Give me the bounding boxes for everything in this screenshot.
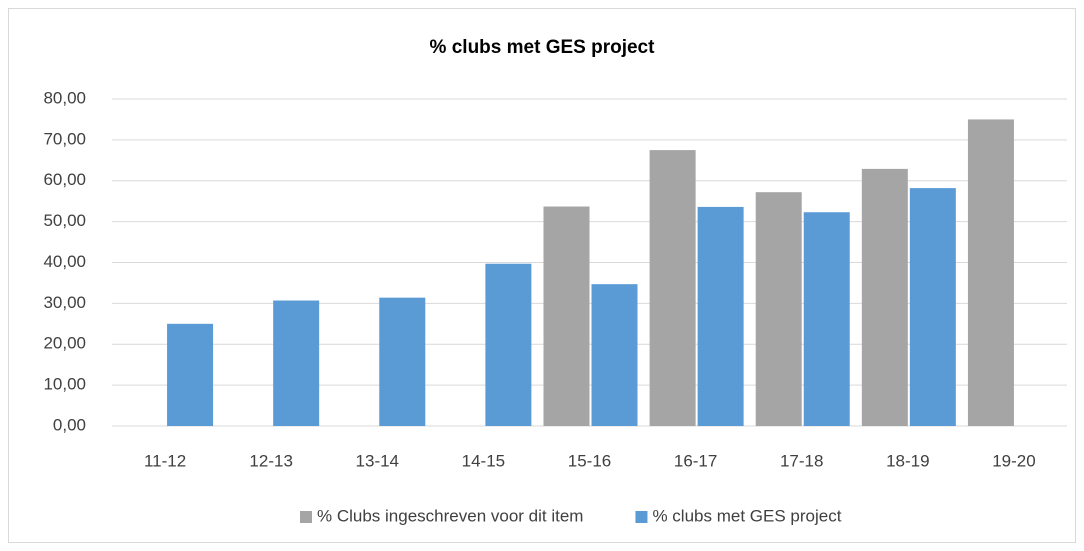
x-tick-label: 17-18 [780,451,823,470]
y-tick-label: 50,00 [43,211,86,230]
chart-title: % clubs met GES project [430,37,656,58]
bar [167,323,214,426]
x-tick-label: 16-17 [674,451,717,470]
y-tick-label: 80,00 [43,88,86,107]
legend-swatch [300,511,312,523]
x-tick-label: 11-12 [144,451,186,470]
bar [273,300,320,426]
legend-label: % clubs met GES project [652,506,841,525]
bar [485,263,532,426]
legend-label: % Clubs ingeschreven voor dit item [317,506,583,525]
bar [649,150,696,426]
x-tick-label: 15-16 [568,451,611,470]
y-tick-label: 0,00 [53,415,86,434]
x-tick-label: 12-13 [249,451,292,470]
x-tick-label: 14-15 [462,451,505,470]
y-tick-label: 20,00 [43,334,86,353]
y-tick-label: 10,00 [43,375,86,394]
bar [755,192,802,426]
legend-swatch [635,511,648,523]
bar [861,168,908,427]
y-tick-label: 40,00 [43,252,86,271]
bar [697,206,744,426]
bar [909,188,956,426]
bar [379,297,426,426]
bar [591,284,638,426]
y-tick-label: 70,00 [43,129,86,148]
x-tick-label: 13-14 [356,451,399,470]
bar [803,212,850,426]
bar [967,119,1014,426]
y-tick-label: 30,00 [43,293,86,312]
x-tick-label: 18-19 [886,451,929,470]
bar [543,206,590,426]
x-tick-label: 19-20 [992,451,1035,470]
y-tick-label: 60,00 [43,170,86,189]
